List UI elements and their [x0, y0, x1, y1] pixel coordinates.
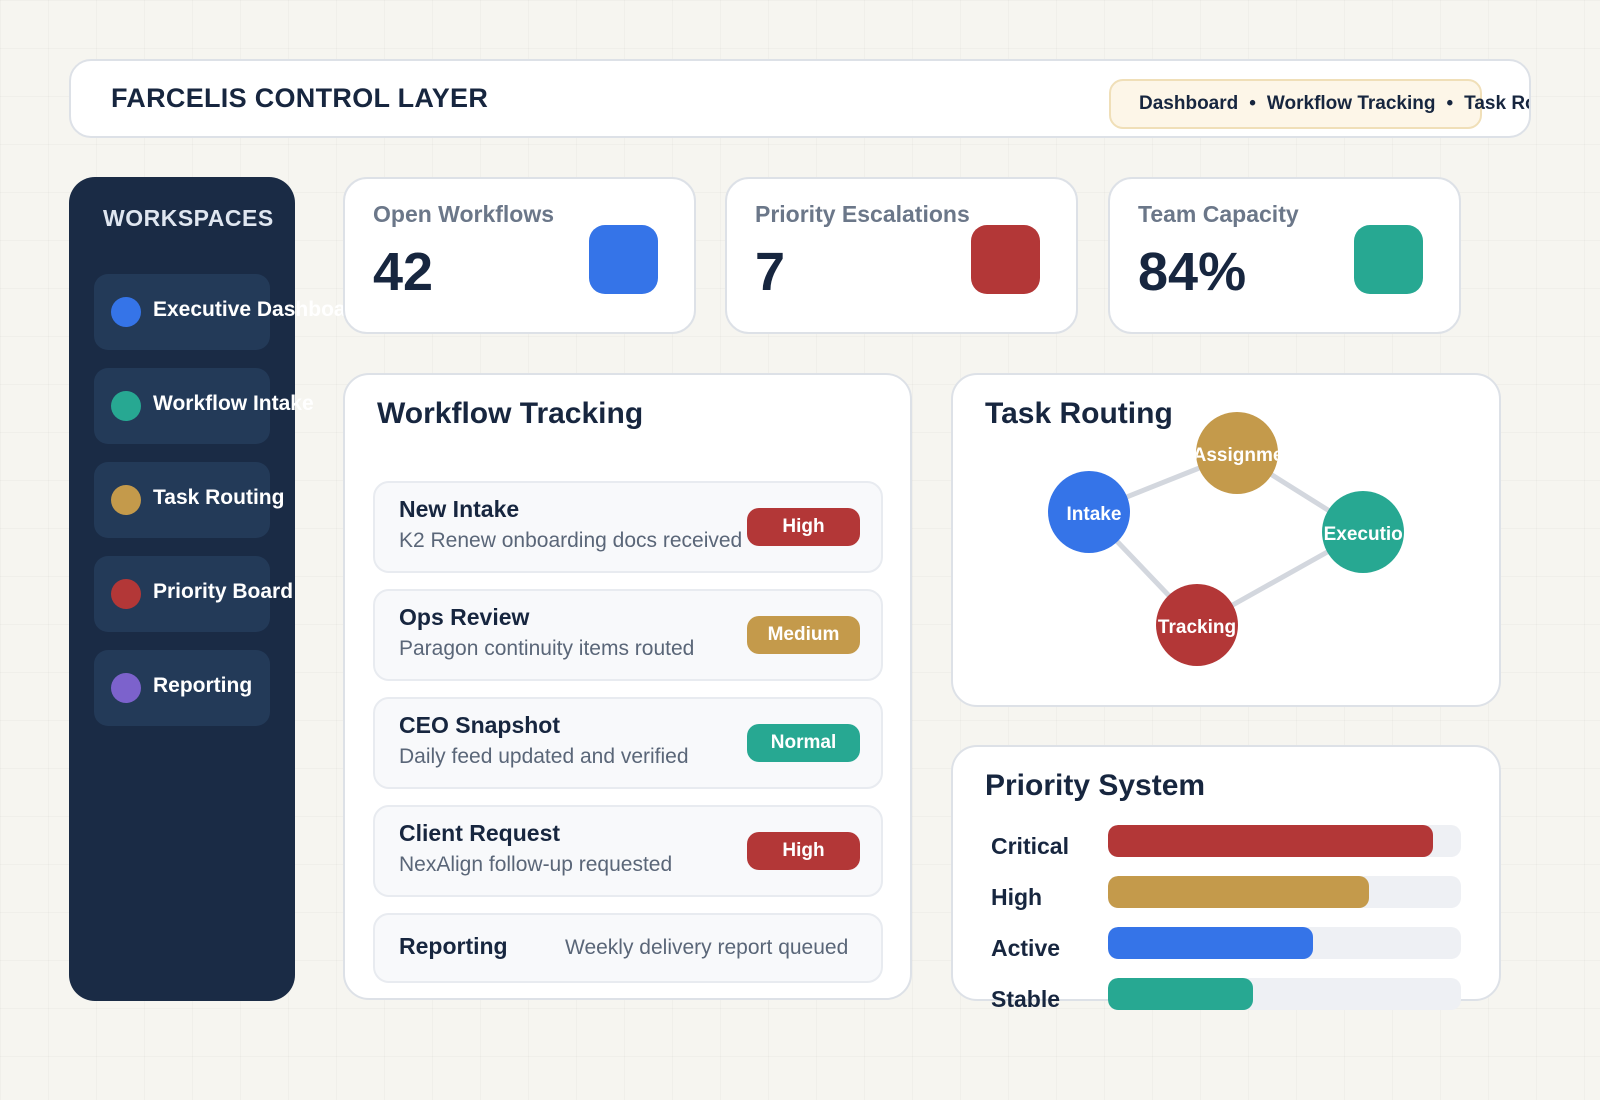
color-dot-icon [111, 673, 141, 703]
sidebar-item-workflow-intake[interactable]: Workflow Intake [94, 368, 314, 444]
workflow-row[interactable]: Client Request NexAlign follow-up reques… [373, 805, 883, 897]
priority-badge: High [747, 832, 860, 870]
sidebar-item-executive-dashboard[interactable]: Executive Dashboard [94, 274, 367, 350]
workflow-row[interactable]: Ops Review Paragon continuity items rout… [373, 589, 883, 681]
routing-node-circle [1196, 412, 1278, 494]
panel-title: Workflow Tracking [377, 397, 644, 430]
breadcrumb-separator: • [1249, 93, 1256, 114]
workflow-tracking-panel: Workflow Tracking New Intake K2 Renew on… [343, 373, 912, 1000]
priority-bar-stable [1108, 978, 1253, 1010]
task-routing-panel: Intake Assignment Execution Tracking Tas… [951, 373, 1501, 707]
stat-value: 7 [755, 242, 786, 302]
workflow-row-subtitle: K2 Renew onboarding docs received [399, 529, 743, 552]
routing-node-label: Tracking [1158, 617, 1236, 638]
priority-system-panel: Priority System [951, 745, 1501, 1001]
priority-label-critical: Critical [991, 833, 1069, 859]
stat-card-priority-escalations: Priority Escalations 7 [725, 177, 1078, 334]
workflow-row[interactable]: CEO Snapshot Daily feed updated and veri… [373, 697, 883, 789]
stat-card-team-capacity: Team Capacity 84% [1108, 177, 1461, 334]
routing-node-label: Assignment [1193, 445, 1302, 466]
breadcrumb-item-workflow-tracking[interactable]: Workflow Tracking [1266, 93, 1436, 114]
workflow-row-reporting[interactable]: Reporting Weekly delivery report queued [373, 913, 883, 983]
priority-badge: Medium [747, 616, 860, 654]
stat-label: Team Capacity [1138, 201, 1299, 227]
stat-value: 42 [373, 242, 434, 302]
workflow-row-title: Client Request [399, 820, 561, 846]
routing-node-circle [1156, 584, 1238, 666]
sidebar-item-reporting[interactable]: Reporting [94, 650, 270, 726]
sidebar-item-task-routing[interactable]: Task Routing [94, 462, 284, 538]
priority-bar-critical [1108, 825, 1433, 857]
breadcrumb-item-dashboard[interactable]: Dashboard [1139, 93, 1239, 114]
sidebar-item-label: Priority Board [153, 580, 294, 603]
sidebar-item-label: Executive Dashboard [153, 298, 367, 321]
routing-node-label: Intake [1067, 504, 1122, 525]
app-title: FARCELIS CONTROL LAYER [111, 83, 489, 113]
stat-value: 84% [1138, 242, 1247, 302]
priority-bar-track [1108, 825, 1461, 857]
routing-node-label: Execution [1324, 524, 1415, 545]
stat-swatch-icon [589, 225, 658, 294]
priority-label-active: Active [991, 935, 1061, 961]
color-dot-icon [111, 485, 141, 515]
stat-swatch-icon [1354, 225, 1423, 294]
breadcrumb: Dashboard • Workflow Tracking • Task Routing [1109, 79, 1529, 129]
color-dot-icon [111, 297, 141, 327]
color-dot-icon [111, 391, 141, 421]
priority-bar-track [1108, 927, 1461, 959]
color-dot-icon [111, 579, 141, 609]
top-header: FARCELIS CONTROL LAYER Dashboard • Workflo… [69, 59, 1531, 138]
panel-title: Priority System [985, 769, 1206, 802]
workflow-row-subtitle: NexAlign follow-up requested [399, 853, 673, 876]
workflow-row-title: Reporting [399, 933, 508, 959]
breadcrumb-separator: • [1446, 93, 1454, 114]
workflow-row-subtitle: Weekly delivery report queued [565, 936, 849, 959]
routing-node-circle [1322, 491, 1404, 573]
workflow-row-title: CEO Snapshot [399, 712, 561, 738]
sidebar-title: WORKSPACES [103, 205, 274, 231]
priority-label-high: High [991, 884, 1043, 910]
panel-title: Task Routing [985, 397, 1173, 430]
sidebar-item-label: Reporting [153, 674, 253, 697]
workflow-row[interactable]: New Intake K2 Renew onboarding docs rece… [373, 481, 883, 573]
priority-bar-track [1108, 978, 1461, 1010]
routing-node-execution[interactable]: Execution [1322, 491, 1414, 573]
sidebar-item-priority-board[interactable]: Priority Board [94, 556, 293, 632]
priority-badge: Normal [747, 724, 860, 762]
routing-node-intake[interactable]: Intake [1048, 471, 1130, 553]
priority-bar-high [1108, 876, 1370, 908]
workflow-row-subtitle: Daily feed updated and verified [399, 745, 689, 768]
routing-graph: Intake Assignment Execution Tracking [1048, 412, 1414, 666]
routing-node-tracking[interactable]: Tracking [1156, 584, 1238, 666]
routing-node-circle [1048, 471, 1130, 553]
routing-node-assignment[interactable]: Assignment [1193, 412, 1302, 494]
priority-bar-active [1108, 927, 1313, 959]
workflow-row-title: New Intake [399, 496, 520, 522]
breadcrumb-item-task-routing[interactable]: Task Routing [1464, 93, 1529, 114]
priority-label-stable: Stable [991, 986, 1061, 1012]
workflow-row-subtitle: Paragon continuity items routed [399, 637, 695, 660]
workflow-row-title: Ops Review [399, 604, 530, 630]
sidebar: WORKSPACES Executive Dashboard Workflow … [69, 177, 367, 1001]
stat-swatch-icon [971, 225, 1040, 294]
stat-label: Open Workflows [373, 201, 555, 227]
stat-label: Priority Escalations [755, 201, 970, 227]
sidebar-item-label: Task Routing [153, 486, 285, 509]
sidebar-item-label: Workflow Intake [153, 392, 314, 415]
priority-bar-track [1108, 876, 1461, 908]
stat-card-open-workflows: Open Workflows 42 [343, 177, 696, 334]
priority-badge: High [747, 508, 860, 546]
